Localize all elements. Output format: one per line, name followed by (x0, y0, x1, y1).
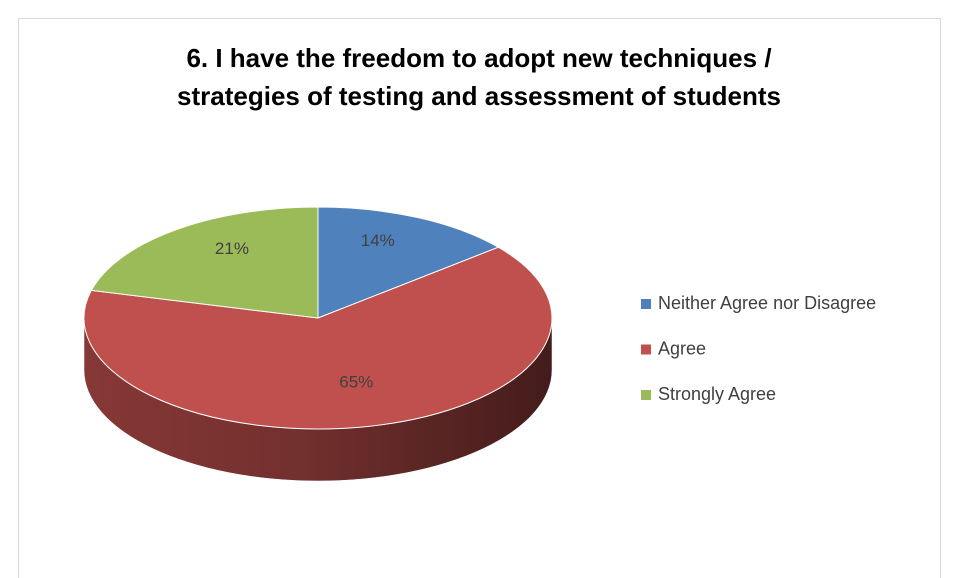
chart-title: strategies of testing and assessment of … (177, 81, 781, 111)
pie-slice (83, 246, 553, 430)
legend-label: Agree (658, 338, 706, 358)
data-label: 21% (215, 239, 249, 258)
legend-swatch (641, 299, 651, 309)
legend-label: Neither Agree nor Disagree (658, 293, 876, 313)
data-label: 65% (339, 373, 373, 392)
legend-swatch (641, 344, 651, 355)
legend-label: Strongly Agree (658, 384, 776, 404)
legend-swatch (641, 390, 651, 400)
pie-slice (317, 206, 500, 319)
chart-title: 6. I have the freedom to adopt new techn… (186, 43, 771, 73)
pie-slice (90, 206, 319, 319)
data-label: 14% (361, 231, 395, 250)
